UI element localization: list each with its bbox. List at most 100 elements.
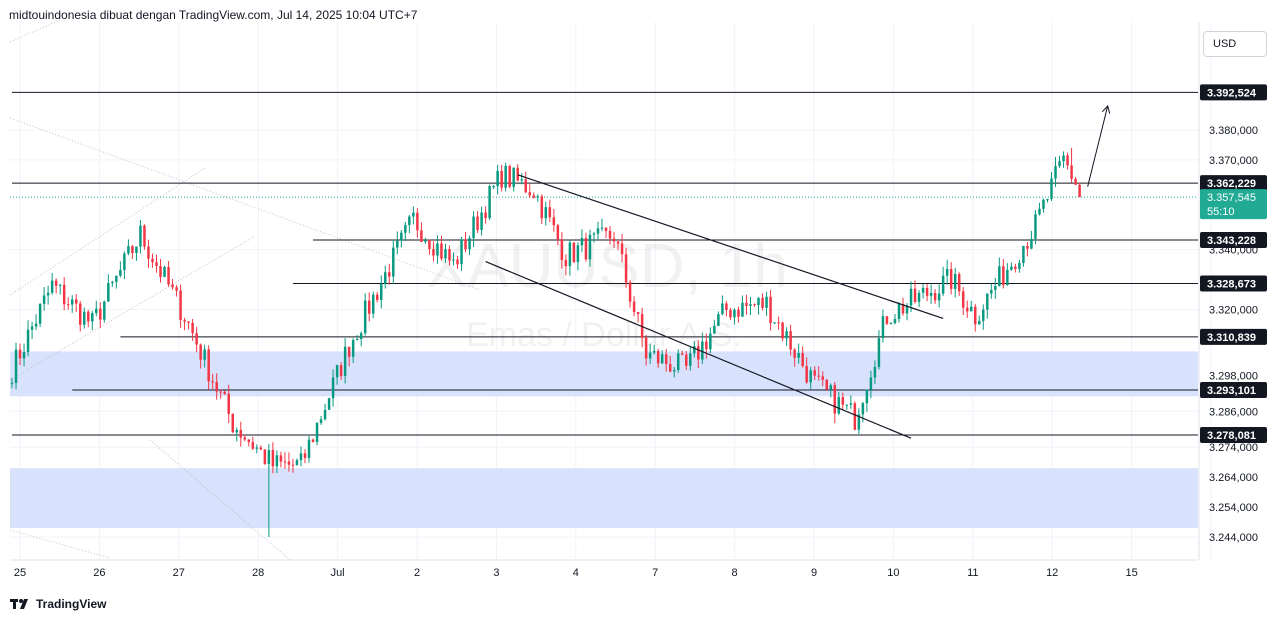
candle-body bbox=[552, 217, 556, 226]
price-axis[interactable]: 3.380,0003.370,0003.340,0003.320,0003.29… bbox=[1198, 22, 1258, 560]
candle-body bbox=[1074, 178, 1077, 185]
candle-body bbox=[46, 292, 50, 296]
candle-body bbox=[223, 391, 226, 394]
candle-body bbox=[239, 429, 243, 438]
candle-body bbox=[1034, 214, 1037, 239]
candle-body bbox=[78, 303, 82, 325]
candle-body bbox=[476, 216, 479, 230]
candle-body bbox=[484, 212, 487, 219]
footer-brand: TradingView bbox=[36, 597, 107, 611]
candle-body bbox=[123, 253, 126, 270]
channel-trend-line[interactable] bbox=[517, 174, 944, 320]
candle-body bbox=[556, 225, 560, 240]
level-price-tag bbox=[1200, 426, 1267, 443]
candle-body bbox=[388, 272, 391, 277]
channel-trend-line[interactable] bbox=[485, 261, 912, 439]
current-price-tag bbox=[1200, 189, 1267, 220]
candle-body bbox=[1038, 208, 1041, 215]
candle-body bbox=[151, 258, 154, 263]
candle-body bbox=[335, 365, 339, 378]
trend-lines[interactable] bbox=[485, 104, 1111, 439]
candle-body bbox=[821, 376, 824, 380]
candle-body bbox=[701, 341, 704, 360]
level-price-label: 3.328,673 bbox=[1207, 279, 1256, 291]
time-axis[interactable]: 25 26 27 28 Jul 2 3 4 7 8 9 10 11 12 15 bbox=[10, 559, 1198, 579]
candle-body bbox=[889, 323, 893, 325]
candle-body bbox=[893, 319, 897, 324]
candle-body bbox=[877, 338, 881, 367]
candle-body bbox=[949, 269, 953, 289]
candle-body bbox=[375, 294, 379, 301]
candle-body bbox=[247, 439, 251, 443]
candle-body bbox=[761, 297, 764, 308]
candle-body bbox=[953, 274, 957, 289]
candle-body bbox=[789, 331, 792, 350]
candle-body bbox=[195, 333, 198, 345]
price-tick-label: 3.286,000 bbox=[1209, 406, 1258, 418]
candle-body bbox=[524, 179, 527, 193]
candle-body bbox=[588, 234, 592, 260]
time-tick-label: 9 bbox=[811, 567, 817, 579]
level-price-label: 3.310,839 bbox=[1207, 332, 1256, 344]
candle-body bbox=[841, 397, 845, 405]
candle-body bbox=[945, 269, 949, 276]
candle-body bbox=[131, 246, 134, 254]
candle-body bbox=[1062, 155, 1065, 162]
candle-body bbox=[428, 239, 431, 250]
candle-body bbox=[99, 308, 102, 320]
price-tick-label: 3.274,000 bbox=[1209, 442, 1258, 454]
tradingview-footer[interactable]: TradingView bbox=[10, 596, 106, 612]
projection-arrow[interactable] bbox=[1087, 105, 1109, 187]
candle-body bbox=[576, 245, 580, 263]
candle-body bbox=[175, 287, 178, 291]
candle-body bbox=[203, 349, 206, 360]
candle-body bbox=[865, 389, 869, 404]
candle-body bbox=[448, 249, 451, 261]
decoration-line bbox=[149, 439, 291, 561]
candle-body bbox=[648, 352, 652, 359]
watermark-description: Emas / Dollar A.S. bbox=[466, 316, 742, 354]
candle-body bbox=[592, 233, 596, 235]
candle-body bbox=[34, 323, 38, 327]
decoration-line bbox=[9, 529, 111, 559]
candle-body bbox=[227, 393, 230, 414]
candle-body bbox=[620, 243, 624, 255]
candle-body bbox=[460, 239, 463, 265]
candle-body bbox=[492, 186, 495, 188]
candle-body bbox=[351, 340, 355, 357]
candle-body bbox=[295, 460, 299, 466]
level-price-label: 3.362,229 bbox=[1207, 178, 1256, 190]
candle-body bbox=[994, 286, 997, 291]
candle-body bbox=[765, 296, 768, 308]
time-tick-label: 28 bbox=[252, 567, 264, 579]
candle-body bbox=[837, 397, 841, 414]
candle-body bbox=[331, 377, 335, 399]
candle-body bbox=[809, 370, 812, 383]
candle-body bbox=[741, 302, 744, 317]
candle-body bbox=[404, 225, 407, 233]
candle-body bbox=[913, 288, 917, 302]
candle-body bbox=[14, 349, 18, 383]
candle-body bbox=[235, 429, 239, 433]
candle-body bbox=[412, 212, 415, 217]
candle-body bbox=[697, 346, 700, 360]
candle-body bbox=[685, 354, 688, 366]
candle-body bbox=[219, 391, 222, 393]
candle-body bbox=[1030, 238, 1033, 249]
candle-body bbox=[267, 450, 271, 464]
candle-body bbox=[303, 453, 307, 458]
candle-body bbox=[135, 246, 138, 254]
candle-body bbox=[1054, 166, 1057, 179]
candle-body bbox=[660, 354, 664, 364]
candle-body bbox=[672, 369, 676, 372]
candle-body bbox=[757, 297, 760, 306]
candle-body bbox=[363, 300, 367, 334]
candlesticks bbox=[10, 147, 1081, 538]
candle-body bbox=[656, 351, 660, 364]
candle-body bbox=[1026, 245, 1029, 249]
currency-button[interactable]: USD bbox=[1203, 31, 1267, 57]
candle-body bbox=[677, 353, 680, 370]
candle-body bbox=[604, 227, 608, 232]
candle-body bbox=[632, 301, 636, 313]
